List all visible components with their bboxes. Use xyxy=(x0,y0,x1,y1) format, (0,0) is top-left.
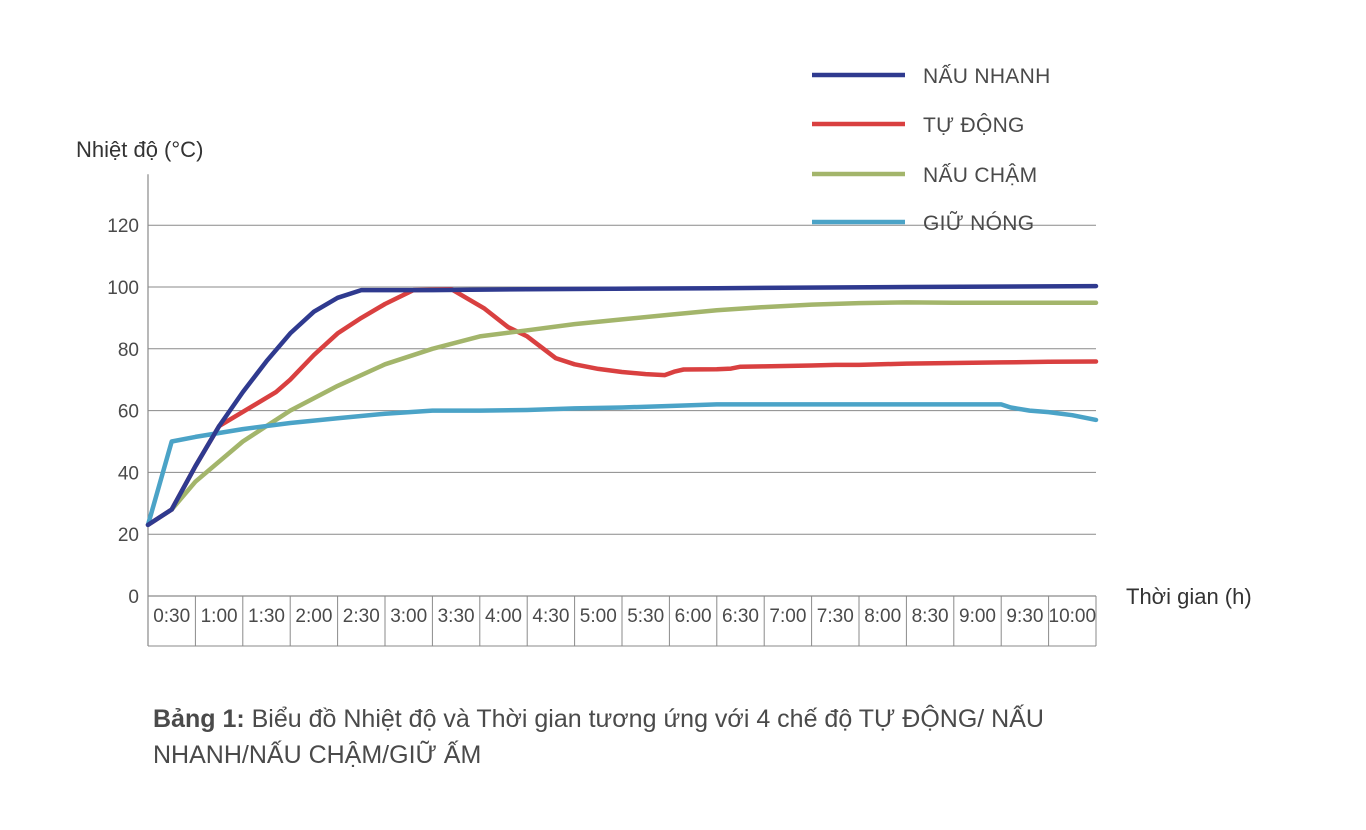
y-tick-label: 120 xyxy=(107,216,139,237)
x-tick-label: 5:00 xyxy=(580,606,617,627)
y-axis-title: Nhiệt độ (°C) xyxy=(76,137,203,162)
x-tick-label: 10:00 xyxy=(1049,606,1097,627)
x-tick-label: 6:30 xyxy=(722,606,759,627)
x-tick-label: 0:30 xyxy=(153,606,190,627)
series-line-2 xyxy=(145,286,1099,528)
x-tick-label: 9:30 xyxy=(1006,606,1043,627)
x-tick-label: 4:00 xyxy=(485,606,522,627)
y-axis-ticks: 0 20 40 60 80 100 120 xyxy=(107,216,139,608)
x-axis-table: 0:30 1:00 1:30 2:00 2:30 3:00 3:30 4:00 4:30 5:00… xyxy=(148,596,1097,647)
legend: NẤU NHANH TỰ ĐỘNG NẤU CHẬM GIỮ NÓNG xyxy=(812,65,1051,235)
x-axis-title: Thời gian (h) xyxy=(1126,584,1252,609)
x-tick-label: 9:00 xyxy=(959,606,996,627)
y-tick-label: 100 xyxy=(107,278,139,299)
x-tick-label: 2:30 xyxy=(343,606,380,627)
series-lines xyxy=(145,283,1099,528)
y-tick-label: 60 xyxy=(118,402,139,423)
x-tick-label: 6:00 xyxy=(675,606,712,627)
x-tick-label: 3:00 xyxy=(390,606,427,627)
x-tick-label: 5:30 xyxy=(627,606,664,627)
x-tick-label: 3:30 xyxy=(438,606,475,627)
caption-text: Biểu đồ Nhiệt độ và Thời gian tương ứng … xyxy=(153,705,1044,769)
legend-label: GIỮ NÓNG xyxy=(923,211,1034,235)
series-line-3 xyxy=(169,300,1099,512)
series-line-4 xyxy=(145,402,1099,528)
y-tick-label: 80 xyxy=(118,340,139,361)
x-tick-label: 1:30 xyxy=(248,606,285,627)
legend-label: NẤU NHANH xyxy=(923,65,1051,88)
y-tick-label: 0 xyxy=(128,587,139,608)
x-tick-label: 4:30 xyxy=(532,606,569,627)
legend-label: NẤU CHẬM xyxy=(923,164,1037,187)
y-tick-label: 20 xyxy=(118,525,139,546)
x-tick-label: 1:00 xyxy=(201,606,238,627)
caption-label: Bảng 1: xyxy=(153,705,245,733)
series-line-1 xyxy=(145,283,1099,528)
y-tick-label: 40 xyxy=(118,463,139,484)
legend-label: TỰ ĐỘNG xyxy=(923,114,1025,137)
x-tick-label: 8:00 xyxy=(864,606,901,627)
x-tick-label: 2:00 xyxy=(295,606,332,627)
chart-caption: Bảng 1: Biểu đồ Nhiệt độ và Thời gian tư… xyxy=(153,701,1153,773)
x-tick-label: 8:30 xyxy=(912,606,949,627)
x-tick-label: 7:00 xyxy=(769,606,806,627)
x-tick-label: 7:30 xyxy=(817,606,854,627)
